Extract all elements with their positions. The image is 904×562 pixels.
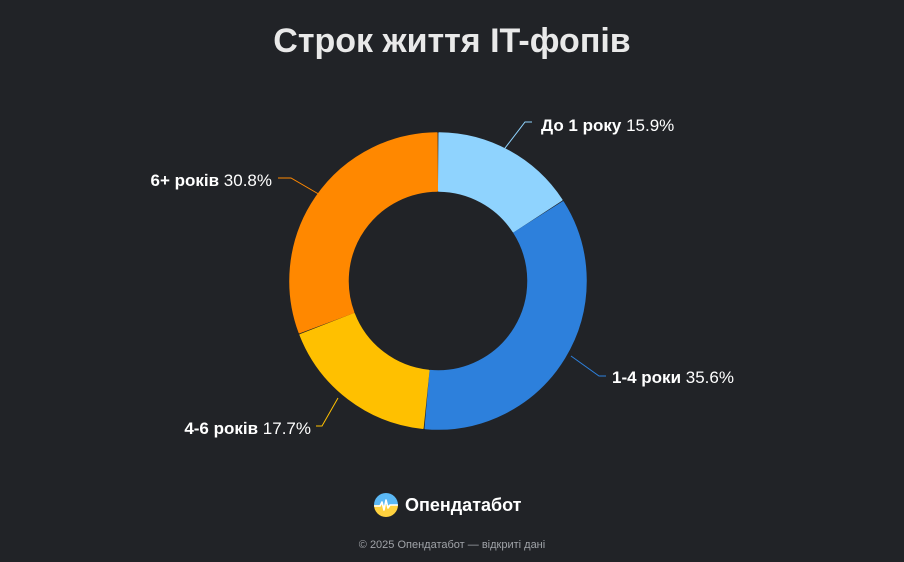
slice-label-value: 35.6% [681,368,734,387]
leader-line [316,397,339,427]
slice-label: 6+ років 30.8% [151,171,273,190]
slice-label-value: 30.8% [219,171,272,190]
slice-label-name: 1-4 роки [612,368,681,387]
slice-label-name: 4-6 років [184,419,258,438]
donut-slice [437,132,563,233]
chart-title: Строк життя IT-фопів [273,22,631,60]
slice-label-name: 6+ років [151,171,220,190]
slice-label: До 1 року 15.9% [541,116,674,135]
slice-labels: До 1 року 15.9% 1-4 роки 35.6% 4-6 років 1… [151,116,734,438]
leader-line [278,177,323,197]
donut-slice [424,201,587,430]
opendatabot-logo-icon [374,493,398,517]
slice-label: 1-4 роки 35.6% [612,368,734,387]
slice-label-value: 15.9% [621,116,674,135]
label-leader-lines [278,121,606,427]
slice-label-value: 17.7% [258,419,311,438]
leader-line [501,121,532,153]
donut-slices [289,132,587,430]
brand: Опендатабот [373,491,522,519]
donut-slice [289,132,439,334]
footer-copyright: © 2025 Опендатабот — відкриті дані [358,539,546,551]
brand-name: Опендатабот [405,494,522,515]
leader-line [570,355,606,377]
slice-label-name: До 1 року [541,116,622,135]
slice-label: 4-6 років 17.7% [184,419,311,438]
donut-slice [299,312,430,429]
